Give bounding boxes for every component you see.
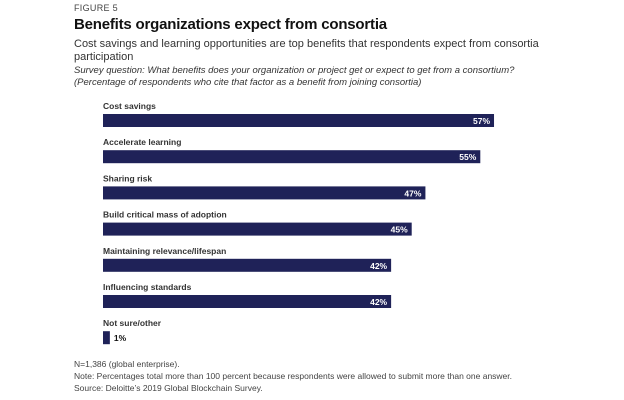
bar [103,258,392,272]
survey-question: Survey question: What benefits does your… [74,65,515,88]
value-label: 42% [370,297,387,307]
category-label: Cost savings [103,101,156,111]
bar [103,222,412,236]
bar [103,331,110,345]
category-label: Not sure/other [103,318,162,328]
value-label: 42% [370,261,387,271]
sample-size-note: N=1,386 (global enterprise). [74,359,180,369]
footnotes: N=1,386 (global enterprise). Note: Perce… [74,358,512,394]
chart-title: Benefits organizations expect from conso… [74,16,387,33]
value-label: 55% [459,152,476,162]
value-label: 1% [114,333,127,343]
chart-subtitle: Cost savings and learning opportunities … [74,38,539,63]
bar [103,295,392,308]
value-label: 47% [404,188,421,198]
value-label: 57% [473,116,490,126]
bar [103,150,481,164]
value-label: 45% [391,225,408,235]
category-label: Build critical mass of adoption [103,210,227,220]
bar [103,186,426,200]
figure-label: FIGURE 5 [74,3,118,13]
category-label: Influencing standards [103,282,192,292]
source-note: Source: Deloitte’s 2019 Global Blockchai… [74,383,263,393]
category-label: Sharing risk [103,173,152,183]
category-label: Maintaining relevance/lifespan [103,246,226,256]
percentage-note: Note: Percentages total more than 100 pe… [74,371,513,381]
category-label: Accelerate learning [103,137,181,147]
bar [103,114,495,127]
